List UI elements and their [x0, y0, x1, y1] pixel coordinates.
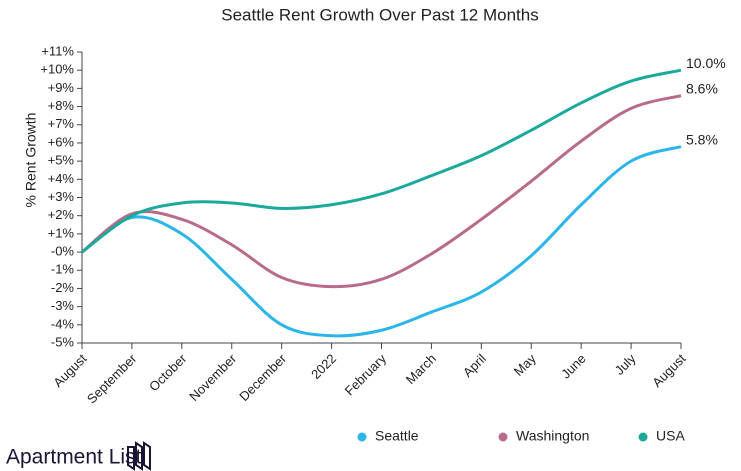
y-tick-label: +6%	[48, 134, 75, 149]
legend-marker	[357, 432, 367, 442]
x-tick-label: May	[511, 351, 539, 379]
value-label: 10.0%	[686, 55, 726, 71]
x-tick-label: December	[236, 350, 289, 403]
legend-label: Washington	[516, 428, 589, 444]
brand-logo	[127, 441, 151, 471]
y-tick-label: +9%	[48, 80, 75, 95]
y-tick-label: +5%	[48, 153, 75, 168]
x-tick-label: 2022	[308, 351, 339, 382]
legend-marker	[498, 432, 508, 442]
x-tick-label: June	[558, 351, 589, 382]
y-tick-label: -2%	[51, 280, 75, 295]
y-tick-label: +7%	[48, 116, 75, 131]
brand-text: Apartment List	[6, 446, 142, 469]
x-tick-label: August	[50, 351, 89, 390]
chart-title: Seattle Rent Growth Over Past 12 Months	[221, 5, 538, 24]
y-tick-label: -0%	[51, 244, 75, 259]
y-tick-label: +3%	[48, 189, 75, 204]
y-tick-label: +2%	[48, 207, 75, 222]
y-tick-label: -3%	[51, 298, 75, 313]
legend-label: USA	[656, 428, 685, 444]
legend-label: Seattle	[375, 428, 419, 444]
y-axis-label: % Rent Growth	[23, 113, 39, 208]
series-line	[81, 68, 682, 254]
y-tick-label: -4%	[51, 316, 75, 331]
series-line	[81, 94, 682, 289]
x-tick-label: April	[460, 351, 489, 380]
x-tick-label: September	[84, 350, 140, 406]
y-tick-label: +8%	[48, 98, 75, 113]
x-tick-label: October	[146, 350, 190, 394]
legend-marker	[638, 432, 648, 442]
value-label: 8.6%	[686, 80, 718, 96]
series-line	[81, 145, 682, 338]
x-tick-label: March	[403, 351, 439, 387]
x-tick-label: November	[186, 350, 239, 403]
y-tick-label: +1%	[48, 225, 75, 240]
y-tick-label: -1%	[51, 262, 75, 277]
value-label: 5.8%	[686, 131, 718, 147]
y-tick-label: -5%	[51, 334, 75, 349]
x-tick-label: August	[649, 351, 688, 390]
x-tick-label: July	[612, 351, 639, 378]
y-tick-label: +4%	[48, 171, 75, 186]
x-tick-label: February	[342, 351, 390, 399]
y-tick-label: +10%	[40, 62, 74, 77]
y-tick-label: +11%	[41, 43, 74, 58]
